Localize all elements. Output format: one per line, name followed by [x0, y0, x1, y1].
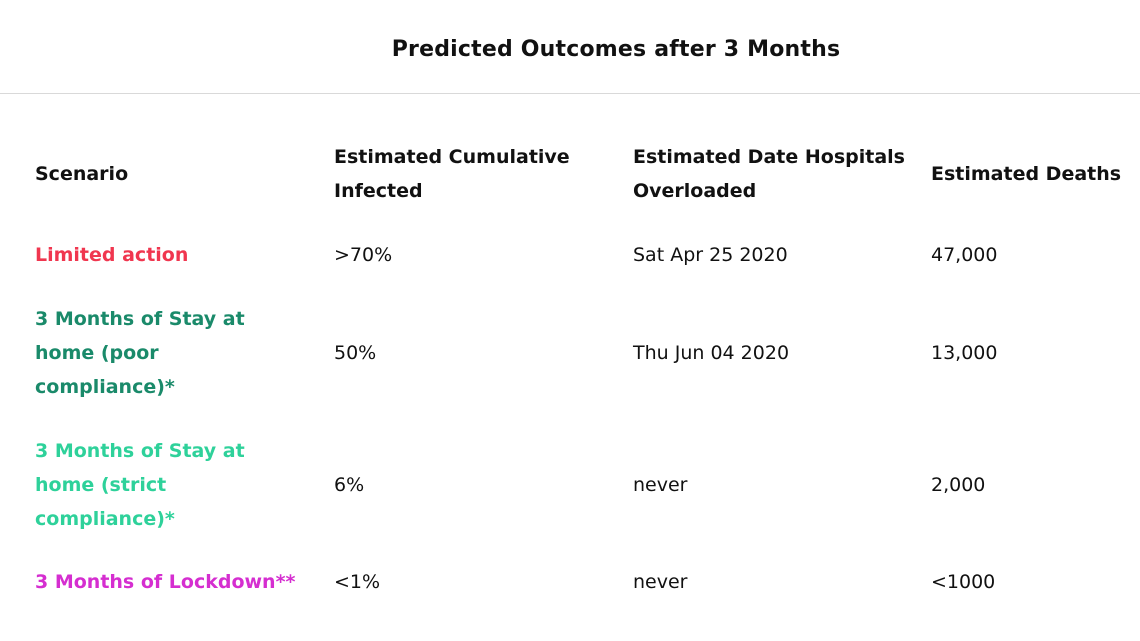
hospital-overload-date: never — [633, 474, 688, 496]
header-cumulative-infected: Estimated Cumulative Infected — [334, 146, 570, 202]
scenario-lockdown: 3 Months of Lockdown** — [35, 571, 296, 593]
cumulative-infected-value: >70% — [334, 244, 393, 266]
page-title: Predicted Outcomes after 3 Months — [391, 37, 841, 62]
estimated-deaths-value: 2,000 — [931, 474, 986, 496]
cumulative-infected-value: 50% — [334, 342, 377, 364]
header-estimated-deaths: Estimated Deaths — [931, 163, 1122, 185]
estimated-deaths-value: 13,000 — [931, 342, 998, 364]
hospital-overload-date: never — [633, 571, 688, 593]
header-date-hospitals-overloaded: Estimated Date Hospitals Overloaded — [633, 146, 905, 202]
header-scenario: Scenario — [35, 163, 129, 185]
cumulative-infected-value: 6% — [334, 474, 365, 496]
estimated-deaths-value: 47,000 — [931, 244, 998, 266]
title-divider — [0, 93, 1140, 94]
scenario-stay-home-poor-compliance: 3 Months of Stay at home (poor complianc… — [35, 308, 245, 398]
hospital-overload-date: Sat Apr 25 2020 — [633, 244, 788, 266]
scenario-stay-home-strict-compliance: 3 Months of Stay at home (strict complia… — [35, 440, 245, 530]
estimated-deaths-value: <1000 — [931, 571, 996, 593]
scenario-limited-action: Limited action — [35, 244, 189, 266]
hospital-overload-date: Thu Jun 04 2020 — [633, 342, 790, 364]
cumulative-infected-value: <1% — [334, 571, 381, 593]
